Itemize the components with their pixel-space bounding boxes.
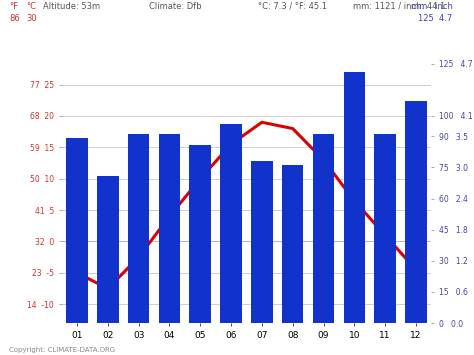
Bar	[97, 176, 118, 323]
Text: 86: 86	[9, 14, 20, 23]
Text: Climate: Dfb: Climate: Dfb	[149, 2, 202, 11]
Text: °C: 7.3 / °F: 45.1: °C: 7.3 / °F: 45.1	[258, 2, 328, 11]
Bar	[282, 165, 303, 323]
Bar	[344, 72, 365, 323]
Text: °C: °C	[26, 2, 36, 11]
Bar	[251, 161, 273, 323]
Bar	[159, 134, 180, 323]
Text: mm: 1121 / inch: 44.1: mm: 1121 / inch: 44.1	[353, 2, 446, 11]
Text: °F: °F	[9, 2, 18, 11]
Text: 30: 30	[26, 14, 36, 23]
Bar	[128, 134, 149, 323]
Bar	[190, 144, 211, 323]
Bar	[313, 134, 334, 323]
Bar	[374, 134, 396, 323]
Bar	[220, 124, 242, 323]
Text: mm   inch: mm inch	[411, 2, 453, 11]
Text: Copyright: CLIMATE-DATA.ORG: Copyright: CLIMATE-DATA.ORG	[9, 347, 116, 353]
Text: Altitude: 53m: Altitude: 53m	[43, 2, 100, 11]
Text: 125  4.7: 125 4.7	[419, 14, 453, 23]
Bar	[66, 138, 88, 323]
Bar	[405, 101, 427, 323]
